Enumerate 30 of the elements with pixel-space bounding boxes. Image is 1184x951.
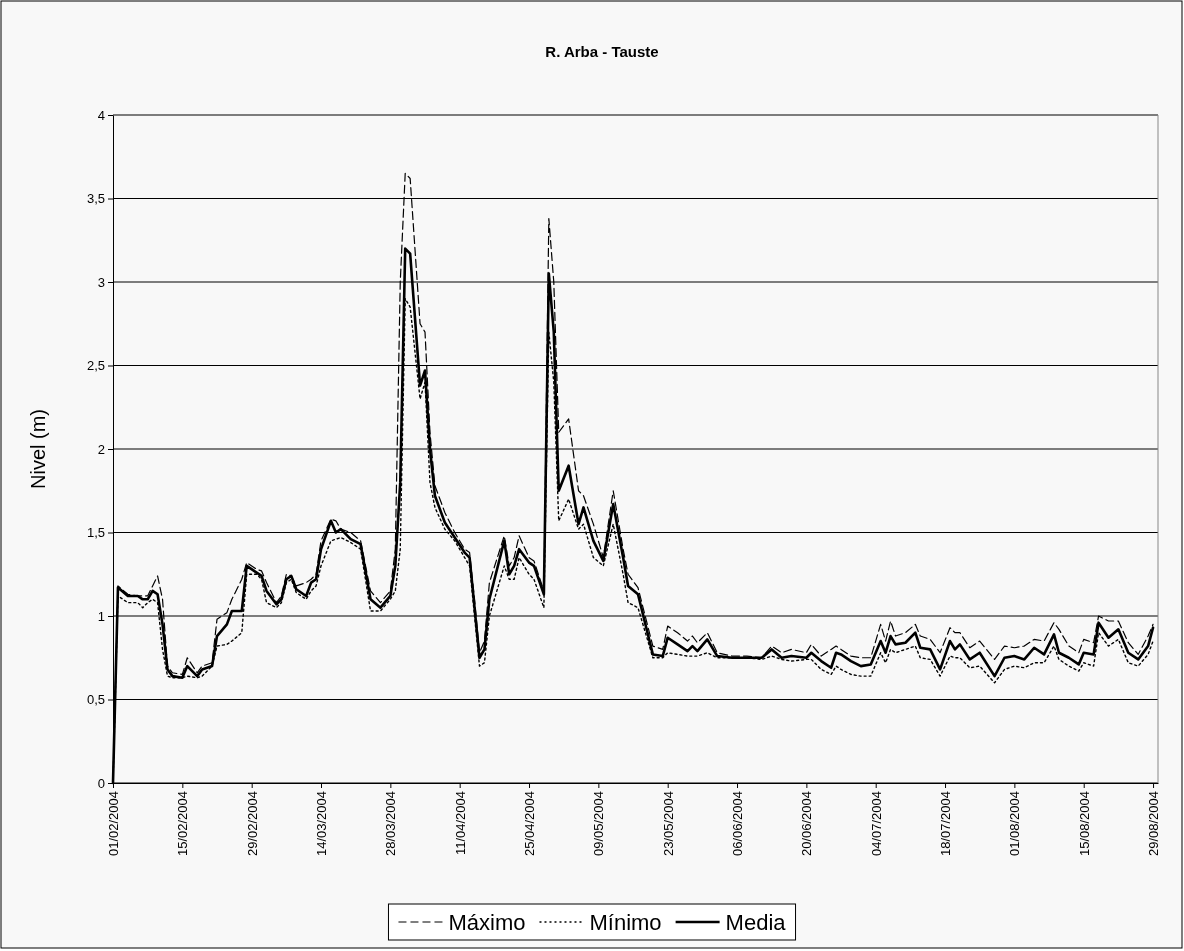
y-tick-label: 3,5 [86,191,105,207]
y-tick-label: 3 [97,274,105,290]
x-tick-label: 06/06/2004 [730,791,746,857]
legend-label: Media [725,909,787,935]
x-tick-label: 23/05/2004 [660,791,676,857]
x-tick-label: 28/03/2004 [383,791,399,857]
x-tick-label: 18/07/2004 [938,791,954,857]
x-tick-label: 15/02/2004 [175,791,191,857]
y-tick-label: 0,5 [86,692,105,708]
y-tick-label: 0 [97,775,105,791]
x-tick-label: 11/04/2004 [452,791,468,856]
x-tick-label: 20/06/2004 [799,791,815,857]
x-tick-label: 29/08/2004 [1146,791,1162,857]
x-tick-label: 14/03/2004 [314,791,330,857]
y-tick-label: 2,5 [86,358,105,374]
x-tick-label: 01/08/2004 [1007,791,1023,857]
x-tick-label: 15/08/2004 [1076,791,1092,857]
x-tick-label: 01/02/2004 [106,791,122,857]
legend-label: Máximo [448,909,526,935]
chart-title: R. Arba - Tauste [545,43,659,60]
legend-label: Mínimo [589,909,662,935]
y-axis-title: Nivel (m) [27,409,49,489]
x-tick-label: 29/02/2004 [244,791,260,857]
y-tick-label: 2 [97,441,105,457]
x-tick-label: 25/04/2004 [522,791,538,857]
y-tick-label: 1,5 [86,525,105,541]
y-tick-label: 4 [97,107,105,123]
y-tick-label: 1 [97,608,105,624]
x-tick-label: 09/05/2004 [591,791,607,857]
x-tick-label: 04/07/2004 [868,791,884,857]
